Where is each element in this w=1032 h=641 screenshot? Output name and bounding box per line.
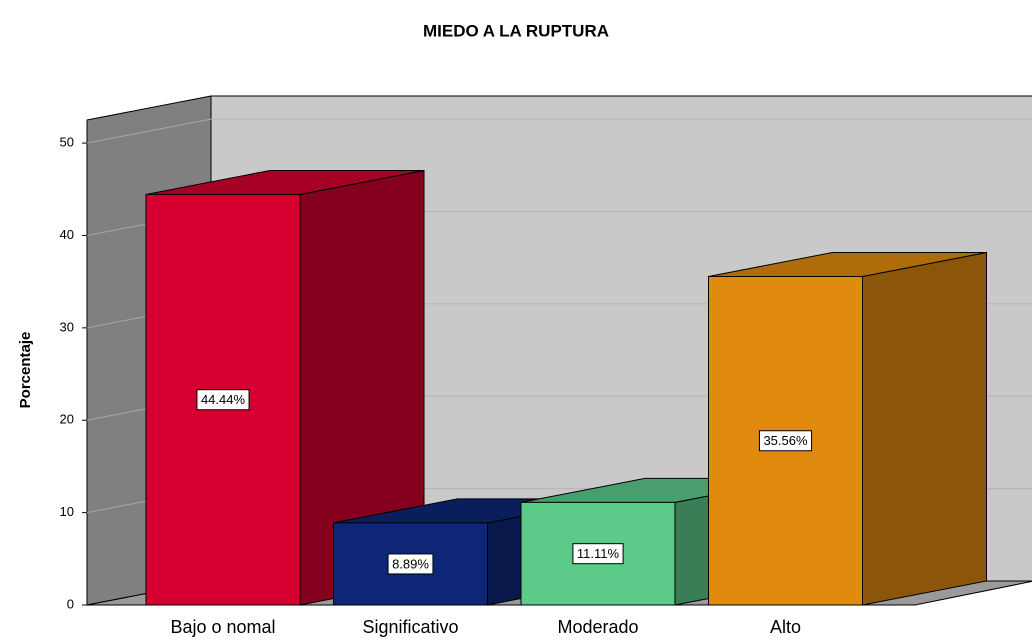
grid-line (86, 118, 212, 144)
y-tick-label: 10 (60, 504, 74, 519)
value-label-box (196, 389, 250, 411)
y-tick-label: 30 (60, 319, 74, 334)
x-tick-label: Moderado (557, 617, 638, 637)
value-label: 44.44% (201, 392, 246, 407)
chart-title: MIEDO A LA RUPTURA (423, 21, 609, 40)
y-axis-label: Porcentaje (17, 332, 34, 409)
bar-side (862, 251, 987, 606)
value-label: 35.56% (763, 433, 808, 448)
y-tick-label: 40 (60, 227, 74, 242)
value-label-box (572, 543, 624, 565)
value-label-box (758, 430, 813, 452)
x-tick-label: Significativo (362, 617, 458, 637)
y-tick-label: 20 (60, 412, 74, 427)
x-tick-label: Bajo o nomal (170, 617, 275, 637)
y-tick-label: 0 (67, 596, 74, 611)
value-label-box (387, 553, 434, 575)
value-label: 11.11% (577, 546, 620, 561)
x-tick-label: Alto (770, 617, 801, 637)
y-tick-label: 50 (60, 135, 74, 150)
value-label: 8.89% (392, 556, 429, 571)
